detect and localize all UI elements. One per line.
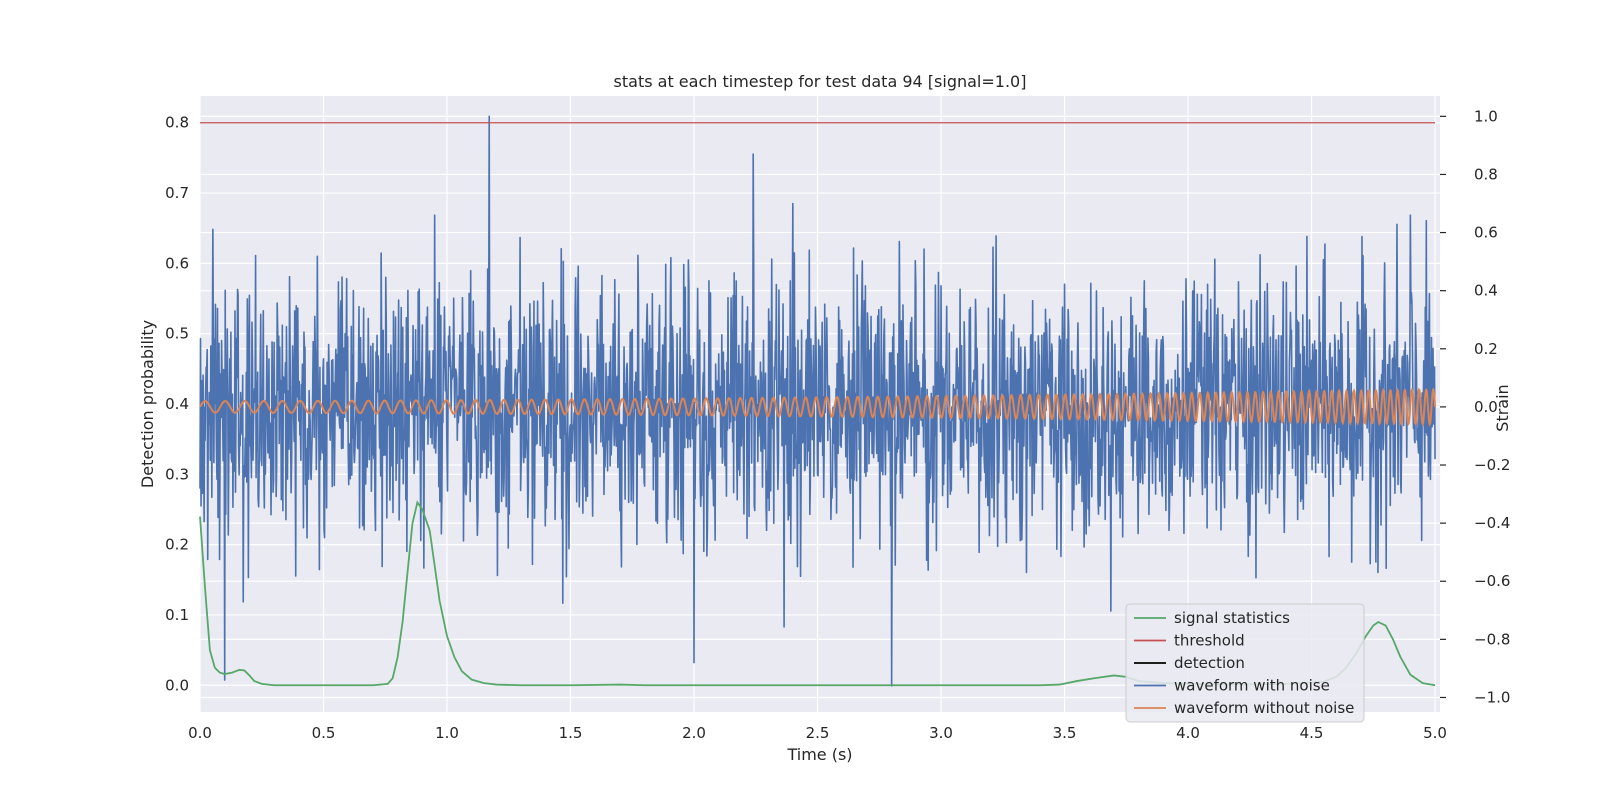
y-axis-label-right: Strain xyxy=(1493,384,1512,431)
y-right-tick-label: 0.8 xyxy=(1474,165,1498,183)
series-waveform-with-noise xyxy=(199,115,1436,687)
x-tick-label: 1.5 xyxy=(559,724,583,742)
y-left-tick-label: 0.3 xyxy=(165,465,189,483)
y-left-tick-label: 0.0 xyxy=(165,676,189,694)
y-right-tick-label: −0.6 xyxy=(1474,572,1510,590)
y-right-tick-label: 1.0 xyxy=(1474,107,1498,125)
x-tick-label: 0.5 xyxy=(312,724,336,742)
y-axis-label-left: Detection probability xyxy=(138,320,157,488)
y-right-tick-label: −0.2 xyxy=(1474,456,1510,474)
y-right-tick-label: −0.8 xyxy=(1474,630,1510,648)
legend-label-detection: detection xyxy=(1174,654,1245,672)
legend-box xyxy=(1125,603,1365,723)
y-left-tick-label: 0.8 xyxy=(165,114,189,132)
x-tick-label: 3.5 xyxy=(1053,724,1077,742)
legend-label-waveform-with-noise: waveform with noise xyxy=(1174,677,1330,695)
x-tick-label: 0.0 xyxy=(188,724,212,742)
x-tick-label: 4.5 xyxy=(1300,724,1324,742)
x-tick-label: 2.5 xyxy=(806,724,830,742)
y-right-tick-label: −0.4 xyxy=(1474,514,1510,532)
x-tick-label: 5.0 xyxy=(1423,724,1447,742)
y-left-tick-label: 0.2 xyxy=(165,536,189,554)
x-tick-label: 1.0 xyxy=(435,724,459,742)
x-axis-label: Time (s) xyxy=(786,745,852,764)
y-right-tick-label: −1.0 xyxy=(1474,688,1510,706)
legend: signal statistics threshold detection wavef… xyxy=(1125,603,1365,723)
x-tick-label: 3.0 xyxy=(929,724,953,742)
legend-label-threshold: threshold xyxy=(1174,632,1245,650)
legend-label-signal-statistics: signal statistics xyxy=(1174,609,1290,627)
y-left-tick-label: 0.7 xyxy=(165,184,189,202)
y-left-tick-label: 0.1 xyxy=(165,606,189,624)
y-right-tick-label: 0.6 xyxy=(1474,224,1498,242)
x-tick-label: 2.0 xyxy=(682,724,706,742)
y-left-tick-label: 0.6 xyxy=(165,254,189,272)
legend-label-waveform-without-noise: waveform without noise xyxy=(1174,699,1354,717)
y-left-tick-label: 0.5 xyxy=(165,325,189,343)
series-waveform-without-noise xyxy=(199,386,1437,428)
y-left-tick-label: 0.4 xyxy=(165,395,189,413)
y-right-tick-label: 0.0 xyxy=(1474,398,1498,416)
y-right-tick-label: 0.4 xyxy=(1474,282,1498,300)
y-right-tick-label: 0.2 xyxy=(1474,340,1498,358)
x-tick-label: 4.0 xyxy=(1176,724,1200,742)
chart-title: stats at each timestep for test data 94 … xyxy=(614,72,1027,91)
ticks: 0.0 0.5 1.0 1.5 2.0 2.5 3.0 3.5 4.0 4.5 5.0 0.0 0.1 0… xyxy=(165,107,1510,742)
